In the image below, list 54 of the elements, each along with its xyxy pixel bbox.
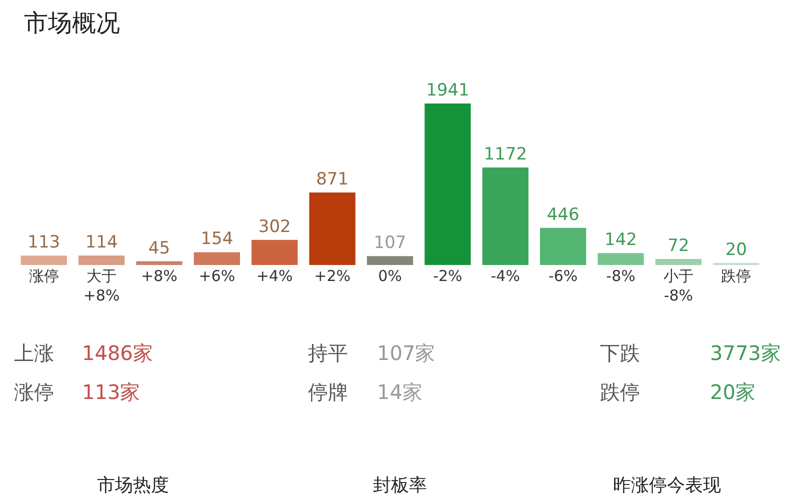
text: 涨停 xyxy=(14,380,54,404)
text: 107家 xyxy=(377,341,436,365)
chart-title: 市场概况 xyxy=(24,8,120,37)
bar xyxy=(598,253,644,265)
x-tick-label: 小于 -8% xyxy=(663,267,694,304)
bar xyxy=(482,167,528,265)
bar xyxy=(136,261,182,265)
text: 3773家 xyxy=(710,341,781,365)
text: 14家 xyxy=(377,380,422,404)
text: 封板率 xyxy=(373,475,427,496)
bar xyxy=(424,104,471,265)
text: 停牌 xyxy=(308,380,348,404)
bar xyxy=(366,256,414,265)
x-tick-label: 大于 +8% xyxy=(83,267,120,304)
x-tick-label: +4% xyxy=(256,267,293,285)
data-label: 20 xyxy=(725,240,747,260)
data-label: 302 xyxy=(258,216,291,237)
text: 上涨 xyxy=(14,341,54,365)
text: 市场热度 xyxy=(97,475,169,496)
x-tick-label: 涨停 xyxy=(28,267,59,285)
x-tick-label: -2% xyxy=(433,267,462,285)
x-tick-label: 跌停 xyxy=(721,267,752,285)
text: 20家 xyxy=(710,380,756,404)
text: 跌停 xyxy=(600,380,640,404)
text: 113家 xyxy=(82,380,140,404)
data-label: 446 xyxy=(546,204,580,225)
bar xyxy=(309,192,356,265)
bar xyxy=(252,240,298,265)
x-tick-label: +6% xyxy=(198,267,236,285)
x-tick-label: 0% xyxy=(378,267,402,285)
data-label: 72 xyxy=(668,236,690,256)
text: 1486家 xyxy=(82,341,153,365)
x-tick-label: +8% xyxy=(141,267,178,285)
x-tick-label: -8% xyxy=(606,267,636,285)
data-label: 871 xyxy=(316,170,349,190)
text: 持平 xyxy=(308,341,348,365)
data-label: 1941 xyxy=(426,80,470,100)
data-label: 114 xyxy=(85,232,118,253)
bar xyxy=(78,256,125,265)
bar xyxy=(655,259,702,265)
x-tick-label: +2% xyxy=(314,267,350,285)
bar xyxy=(540,228,586,265)
bar xyxy=(20,256,67,265)
data-label: 107 xyxy=(374,233,406,254)
x-tick-label: -6% xyxy=(548,267,578,285)
data-label: 1172 xyxy=(484,144,528,164)
data-label: 154 xyxy=(200,229,234,250)
text: 下跌 xyxy=(600,341,640,365)
x-tick-label: -4% xyxy=(490,267,520,285)
data-label: 142 xyxy=(604,230,637,250)
bar xyxy=(194,252,240,265)
text: 昨涨停今表现 xyxy=(613,475,721,496)
data-label: 113 xyxy=(28,232,60,253)
data-label: 45 xyxy=(148,238,170,258)
